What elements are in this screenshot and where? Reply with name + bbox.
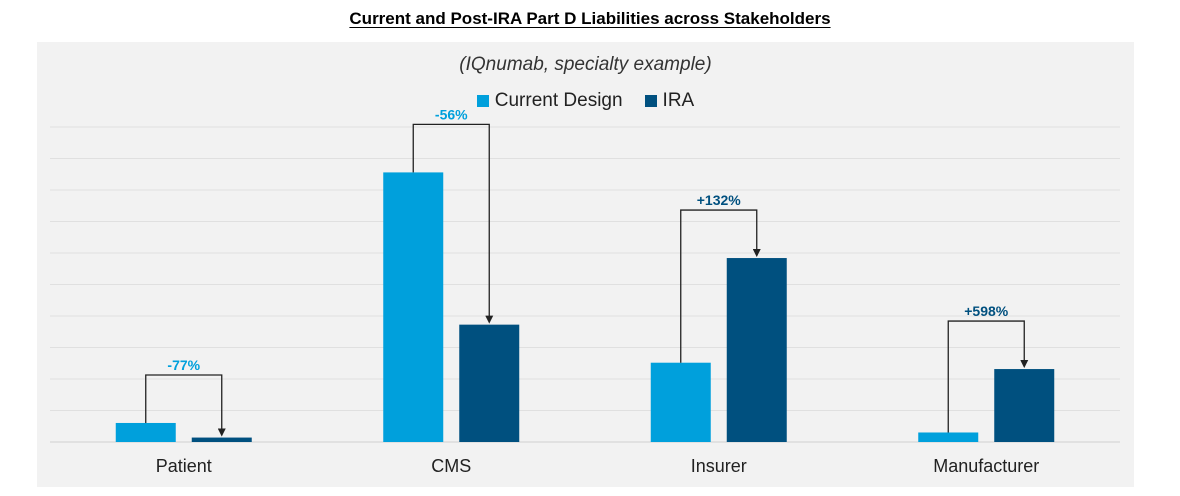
change-bracket [947, 320, 1029, 433]
bar-ira-patient [191, 437, 252, 442]
x-tick-label: Manufacturer [933, 456, 1039, 476]
legend-label-ira: IRA [662, 90, 695, 111]
change-bracket [680, 209, 761, 363]
x-tick-label: Patient [156, 456, 212, 476]
chart-title: Current and Post-IRA Part D Liabilities … [349, 9, 831, 28]
change-label: +598% [964, 303, 1009, 319]
change-bracket [145, 374, 226, 437]
change-label: +132% [697, 192, 742, 208]
change-label: -56% [435, 106, 468, 122]
bar-current-cms [383, 172, 444, 442]
legend-swatch-ira [644, 95, 657, 107]
legend-item-current: Current Design [476, 90, 623, 112]
legend-label-current: Current Design [494, 90, 623, 111]
bar-ira-cms [459, 324, 520, 442]
bar-ira-manufacturer [994, 369, 1055, 442]
change-bracket [412, 123, 494, 324]
bar-ira-insurer [726, 258, 787, 442]
legend-item-ira: IRA [644, 90, 695, 112]
bar-current-manufacturer [918, 432, 979, 442]
x-tick-label: Insurer [691, 456, 747, 476]
bar-current-patient [115, 422, 176, 442]
x-tick-label: CMS [431, 456, 471, 476]
change-label: -77% [167, 357, 200, 373]
bar-current-insurer [650, 362, 711, 442]
chart-panel [37, 42, 1134, 487]
chart-subtitle: (IQnumab, specialty example) [459, 54, 712, 75]
legend: Current Design IRA [37, 90, 1134, 112]
legend-swatch-current [476, 95, 489, 107]
